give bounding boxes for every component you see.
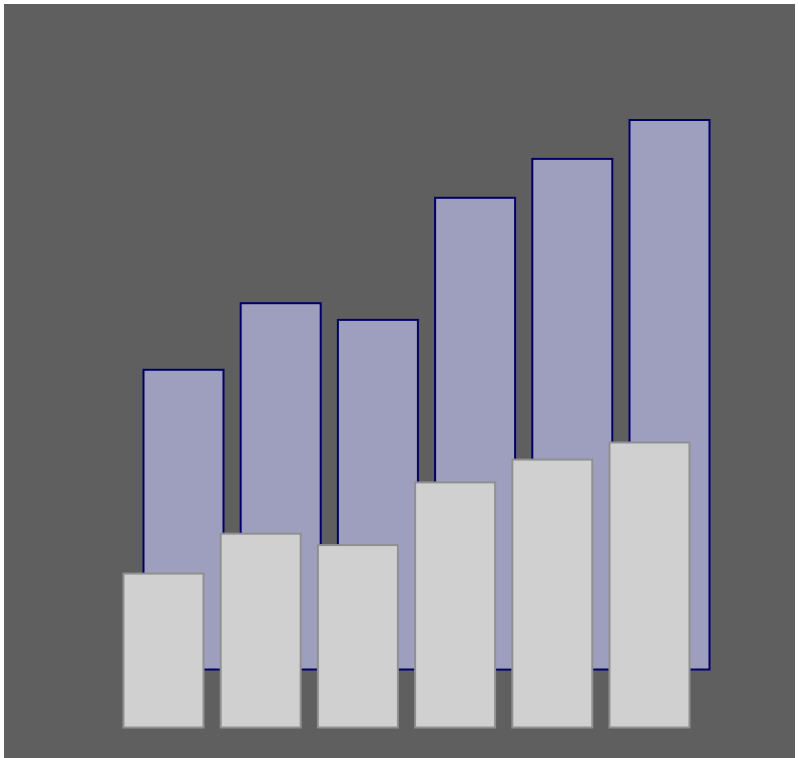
bar-front-4 (414, 481, 497, 729)
front-series (122, 441, 691, 729)
bar-front-5 (511, 458, 594, 729)
bar-front-3 (316, 544, 399, 729)
bar-front-6 (608, 441, 691, 729)
bar-front-2 (219, 532, 302, 729)
bar-front-1 (122, 572, 205, 729)
